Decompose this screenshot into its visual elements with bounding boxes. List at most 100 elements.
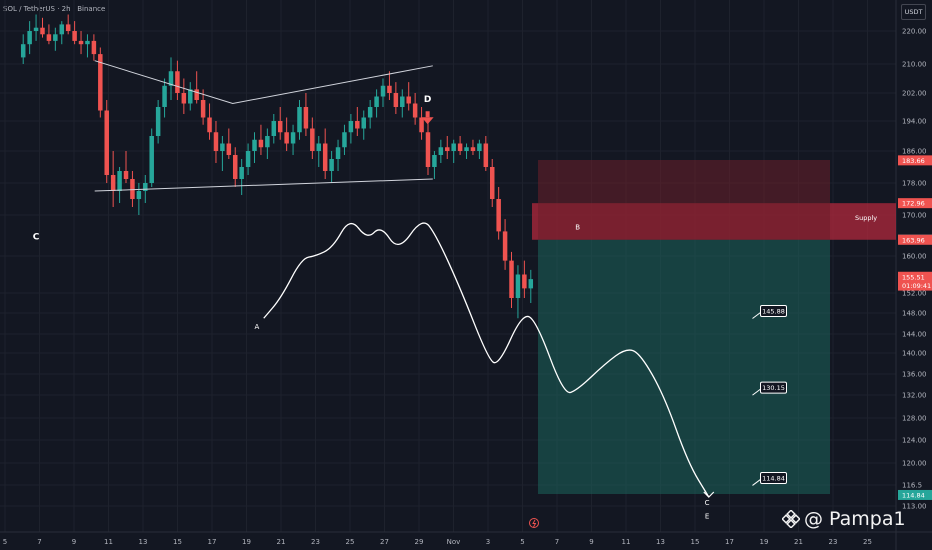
price-tag-text: 163.96 bbox=[902, 236, 925, 244]
target-callout-text: 145.88 bbox=[762, 308, 785, 316]
x-tick-label: 7 bbox=[37, 538, 41, 546]
candle-body bbox=[65, 24, 71, 31]
drawings bbox=[94, 60, 715, 498]
candle-body bbox=[130, 179, 135, 199]
candle-body bbox=[78, 40, 84, 45]
candle-body bbox=[393, 93, 399, 107]
x-tick-label: Nov bbox=[447, 538, 461, 546]
candle-body bbox=[374, 96, 379, 107]
event-lightning-icon bbox=[529, 518, 539, 528]
candle-body bbox=[200, 100, 206, 118]
price-tag-text: 01:09:41 bbox=[902, 282, 931, 290]
price-tag-box bbox=[898, 198, 932, 209]
x-tick-label: 9 bbox=[72, 538, 76, 546]
y-tick-label: 128.00 bbox=[902, 415, 927, 423]
target-callout: 130.15 bbox=[752, 381, 787, 396]
wave-label: E bbox=[705, 512, 709, 520]
target-callout-text: 114.84 bbox=[762, 474, 785, 482]
candle-body bbox=[457, 143, 463, 151]
candle-body bbox=[194, 89, 199, 100]
candle-body bbox=[85, 40, 90, 45]
y-tick-label: 144.00 bbox=[902, 331, 927, 339]
candle-body bbox=[162, 85, 167, 107]
zone-target bbox=[538, 239, 830, 494]
candle-body bbox=[40, 27, 45, 35]
candle-body bbox=[123, 171, 129, 179]
x-tick-label: 27 bbox=[380, 538, 389, 546]
price-tag-text: 114.84 bbox=[902, 491, 925, 499]
y-tick-label: 160.00 bbox=[902, 253, 927, 261]
candle-body bbox=[220, 143, 225, 151]
x-tick-label: 3 bbox=[486, 538, 490, 546]
target-callout-box bbox=[760, 305, 787, 317]
candle-body bbox=[400, 96, 405, 107]
candle-body bbox=[406, 96, 411, 104]
y-tick-label: 113.00 bbox=[902, 503, 927, 511]
x-tick-label: 19 bbox=[760, 538, 769, 546]
watermark: @ Pampa1 bbox=[782, 508, 906, 530]
y-tick-label: 140.00 bbox=[902, 350, 927, 358]
candle-body bbox=[412, 103, 418, 118]
candle-body bbox=[489, 167, 495, 199]
candle-body bbox=[258, 139, 264, 148]
candle-body bbox=[117, 171, 122, 191]
price-axis[interactable]: 220.00 210.00 202.00 194.00 186.00 178.00 170.… bbox=[902, 28, 927, 511]
candle-body bbox=[284, 132, 289, 144]
projected-wave-path bbox=[263, 222, 710, 498]
x-tick-label: 19 bbox=[242, 538, 251, 546]
candle-body bbox=[303, 107, 309, 129]
candle-body bbox=[432, 155, 437, 167]
candle-body bbox=[33, 27, 39, 31]
y-tick-label: 194.00 bbox=[902, 118, 927, 126]
candle-body bbox=[188, 89, 193, 104]
candle-body bbox=[290, 132, 296, 144]
symbol-title: SOL / TetherUS · 2h · Binance bbox=[3, 5, 106, 13]
candle-body bbox=[515, 274, 521, 298]
candle-body bbox=[91, 40, 97, 55]
candle-body bbox=[361, 117, 366, 129]
candle-body bbox=[226, 143, 232, 155]
target-callout: 145.88 bbox=[752, 305, 787, 319]
x-tick-label: 17 bbox=[725, 538, 734, 546]
down-arrow-icon bbox=[425, 111, 430, 118]
candle-body bbox=[477, 143, 482, 151]
target-callout-pointer bbox=[752, 312, 761, 319]
y-tick-label: 148.00 bbox=[902, 310, 927, 318]
currency-selector[interactable]: USDT bbox=[901, 4, 926, 20]
candle-body bbox=[252, 139, 257, 151]
price-tag-box bbox=[898, 280, 932, 291]
wave-label: D bbox=[424, 95, 431, 105]
y-tick-label: 136.00 bbox=[902, 371, 927, 379]
wave-label: C bbox=[33, 233, 40, 243]
candle-body bbox=[387, 85, 392, 93]
x-tick-label: 21 bbox=[794, 538, 803, 546]
candle-body bbox=[53, 34, 58, 41]
candle-body bbox=[104, 110, 109, 175]
candle-body bbox=[155, 107, 161, 136]
y-tick-label: 178.00 bbox=[902, 180, 927, 188]
time-axis[interactable]: 5 7 9 11 13 15 17 19 21 23 25 27 29 Nov 3 5 7 9 11 13 15 17 19… bbox=[3, 538, 872, 546]
candle-body bbox=[348, 121, 354, 133]
price-tag-text: 183.66 bbox=[902, 157, 925, 165]
x-tick-label: 7 bbox=[555, 538, 559, 546]
y-tick-label: 186.00 bbox=[902, 148, 927, 156]
price-tag-text: 172.96 bbox=[902, 200, 925, 208]
candle-body bbox=[380, 85, 386, 97]
candle-body bbox=[232, 155, 238, 179]
y-tick-label: 120.00 bbox=[902, 460, 927, 468]
x-tick-label: 15 bbox=[173, 538, 182, 546]
x-tick-label: 17 bbox=[208, 538, 217, 546]
price-tag-box bbox=[898, 271, 932, 282]
candle-body bbox=[207, 117, 212, 133]
candle-body bbox=[297, 107, 302, 133]
candle-body bbox=[149, 136, 154, 183]
target-callout-text: 130.15 bbox=[762, 384, 785, 392]
candle-body bbox=[445, 147, 450, 151]
down-arrow-head-icon bbox=[421, 117, 434, 125]
candle-body bbox=[168, 71, 174, 86]
binance-logo-icon bbox=[782, 510, 800, 528]
candle-body bbox=[496, 199, 501, 232]
target-callout-pointer bbox=[752, 479, 761, 486]
x-tick-label: 23 bbox=[311, 538, 320, 546]
